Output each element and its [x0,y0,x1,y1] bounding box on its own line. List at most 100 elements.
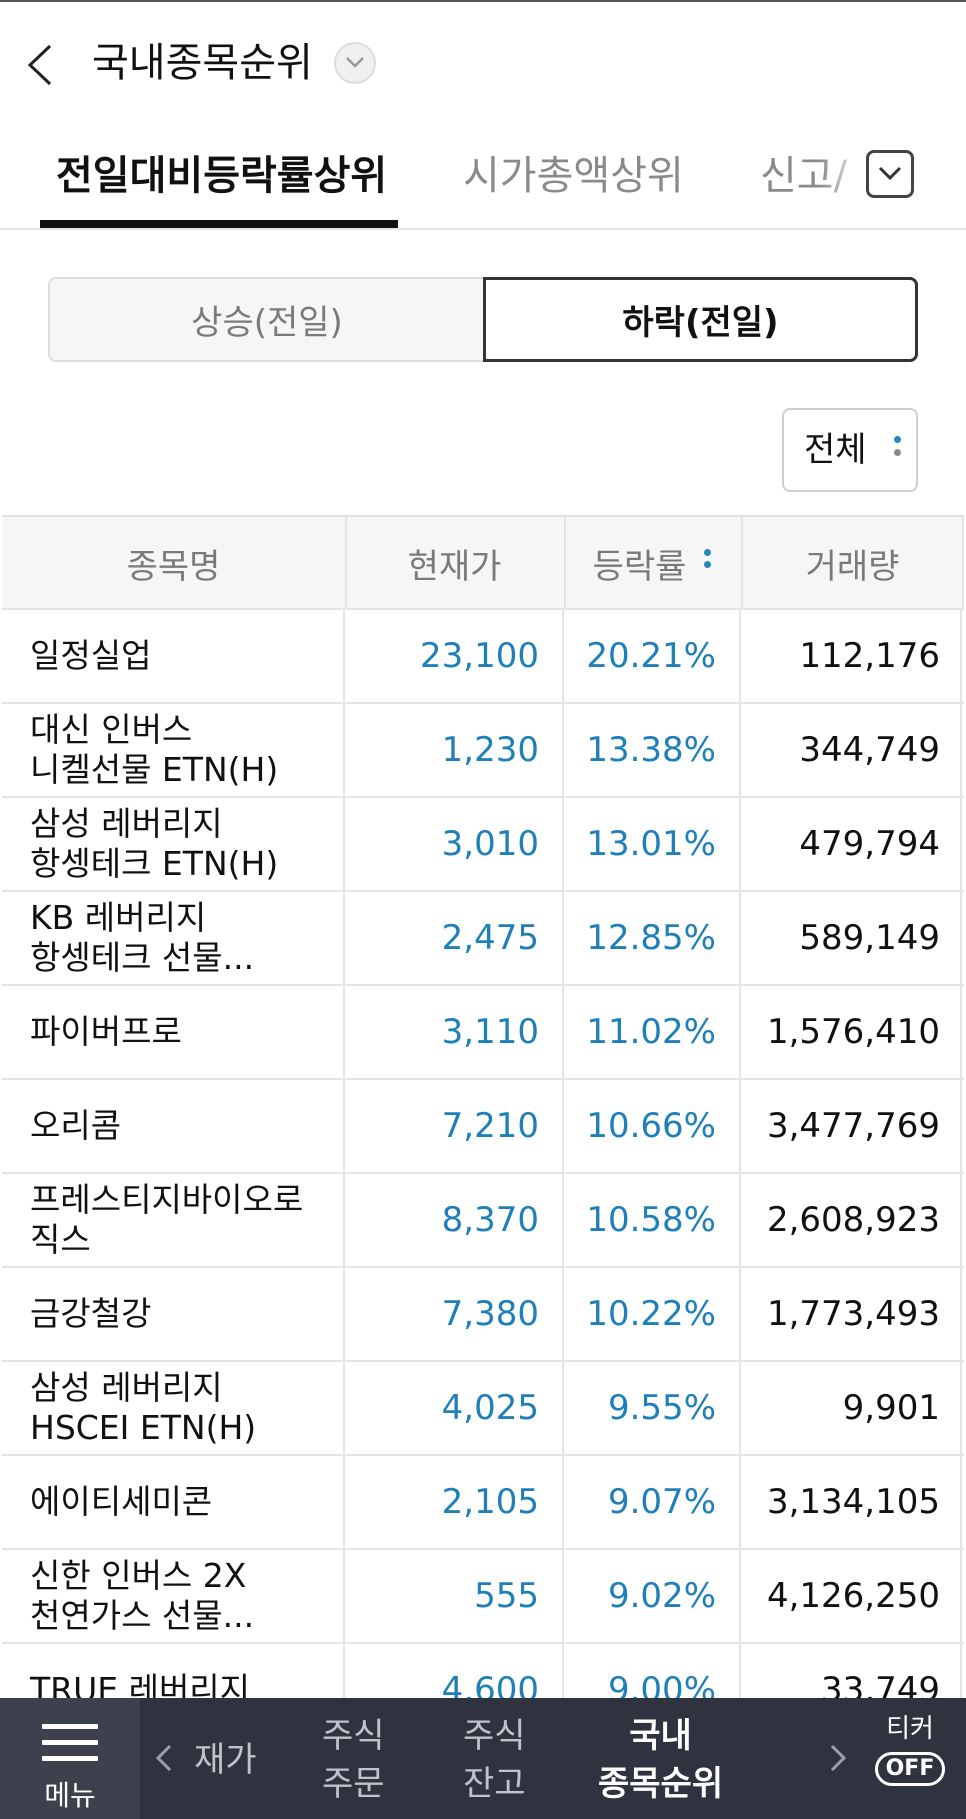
column-divider [343,1080,345,1174]
nav-item-stock-order[interactable]: 주식 주문 [322,1712,385,1808]
table-row[interactable]: 프레스티지바이오로 직스 8,370 10.58% 2,608,923 [2,1174,964,1268]
column-header-name: 종목명 [126,547,221,587]
stock-name-line: 프레스티지바이오로 [30,1180,304,1219]
bottom-nav: 메뉴 재가 주식 주문 주식 잔고 국내 종목순위 티커 OFF [0,1698,966,1819]
trade-volume: 9,901 [842,1388,940,1428]
chevron-right-icon[interactable] [826,1738,850,1778]
stock-name-line: 대신 인버스 [30,710,193,749]
stock-name: 오리콤 [30,1080,340,1172]
table-body: 일정실업 23,100 20.21% 112,176 대신 인버스 니켈선물 ETN(H)… [2,610,964,1738]
current-price: 1,230 [441,730,539,770]
nav-item-label: 국내 [629,1716,692,1756]
tab-market-cap-top[interactable]: 시가총액상위 [463,153,684,199]
trade-volume: 2,608,923 [766,1200,940,1240]
ranking-tabs: 전일대비등락률상위 시가총액상위 신고/ [0,120,966,230]
nav-item-domestic-ranking[interactable]: 국내 종목순위 [598,1712,723,1808]
column-header-volume: 거래량 [805,547,900,587]
change-rate: 9.55% [607,1388,716,1428]
ticker-label: 티커 [886,1714,934,1744]
column-divider [562,1174,564,1268]
table-header: 종목명 현재가 등락률 거래량 [2,515,964,610]
stock-name: 신한 인버스 2X 천연가스 선물... [30,1550,340,1642]
nav-item-price[interactable]: 재가 [194,1736,257,1784]
trade-volume: 3,477,769 [766,1106,940,1146]
table-row[interactable]: 신한 인버스 2X 천연가스 선물... 555 9.02% 4,126,250 [2,1550,964,1644]
column-divider [343,1174,345,1268]
column-divider [562,610,564,704]
stock-name: 삼성 레버리지 HSCEI ETN(H) [30,1362,340,1454]
column-divider [960,1080,962,1174]
rise-button[interactable]: 상승(전일) [48,277,484,362]
header: 국내종목순위 [0,2,966,120]
tab-more-button[interactable] [866,150,914,198]
column-divider [960,892,962,986]
direction-segment: 상승(전일) 하락(전일) [48,277,918,362]
kebab-icon [892,436,902,472]
table-row[interactable]: 삼성 레버리지 HSCEI ETN(H) 4,025 9.55% 9,901 [2,1362,964,1456]
column-divider [562,704,564,798]
market-filter-label: 전체 [804,430,867,470]
stock-name: 파이버프로 [30,986,340,1078]
back-icon[interactable] [22,40,62,90]
trade-volume: 344,749 [799,730,940,770]
market-filter-button[interactable]: 전체 [782,408,918,492]
column-divider [739,1174,741,1268]
nav-item-label: 재가 [194,1740,257,1780]
current-price: 23,100 [420,636,539,676]
stock-name: 프레스티지바이오로 직스 [30,1174,340,1266]
column-divider [739,1268,741,1362]
column-divider [741,517,743,610]
column-divider [562,1080,564,1174]
column-divider [739,892,741,986]
hamburger-icon [42,1724,98,1764]
column-divider [960,1456,962,1550]
stock-name-line: 신한 인버스 2X [30,1556,247,1595]
ticker-toggle[interactable]: 티커 OFF [874,1712,946,1786]
stock-name-line: HSCEI ETN(H) [30,1408,257,1447]
column-divider [343,986,345,1080]
column-divider [962,517,964,610]
ranking-table: 종목명 현재가 등락률 거래량 일정실업 23,100 20.21% 112,176 대… [2,515,964,1738]
stock-name: KB 레버리지 항셍테크 선물... [30,892,340,984]
tab-fade [820,140,866,210]
trade-volume: 4,126,250 [766,1576,940,1616]
fall-button[interactable]: 하락(전일) [483,277,918,362]
column-header-rate-label: 등락률 [592,547,687,587]
menu-button[interactable]: 메뉴 [0,1698,140,1819]
table-row[interactable]: 파이버프로 3,110 11.02% 1,576,410 [2,986,964,1080]
nav-item-label: 주식 [463,1716,526,1756]
table-row[interactable]: 오리콤 7,210 10.66% 3,477,769 [2,1080,964,1174]
trade-volume: 479,794 [799,824,940,864]
nav-item-stock-balance[interactable]: 주식 잔고 [463,1712,526,1808]
column-divider [562,798,564,892]
column-divider [562,1362,564,1456]
column-divider [562,1550,564,1644]
title-dropdown-button[interactable] [334,42,376,84]
change-rate: 11.02% [586,1012,716,1052]
table-row[interactable]: 에이티세미콘 2,105 9.07% 3,134,105 [2,1456,964,1550]
stock-name-line: 일정실업 [30,636,152,675]
column-divider [343,1268,345,1362]
chevron-left-icon[interactable] [152,1738,176,1778]
table-row[interactable]: 삼성 레버리지 항셍테크 ETN(H) 3,010 13.01% 479,794 [2,798,964,892]
column-divider [739,1362,741,1456]
current-price: 3,110 [441,1012,539,1052]
tab-rate-top[interactable]: 전일대비등락률상위 [56,153,388,199]
column-divider [960,986,962,1080]
table-row[interactable]: 대신 인버스 니켈선물 ETN(H) 1,230 13.38% 344,749 [2,704,964,798]
column-divider [564,517,566,610]
table-row[interactable]: 금강철강 7,380 10.22% 1,773,493 [2,1268,964,1362]
stock-name-line: 삼성 레버리지 [30,1368,223,1407]
column-divider [562,1456,564,1550]
table-row[interactable]: 일정실업 23,100 20.21% 112,176 [2,610,964,704]
stock-name-line: 금강철강 [30,1294,152,1333]
stock-name: 대신 인버스 니켈선물 ETN(H) [30,704,340,796]
column-divider [739,1456,741,1550]
current-price: 7,380 [441,1294,539,1334]
table-row[interactable]: KB 레버리지 항셍테크 선물... 2,475 12.85% 589,149 [2,892,964,986]
change-rate: 9.07% [607,1482,716,1522]
nav-item-label: 종목순위 [598,1764,724,1804]
stock-name-line: 항셍테크 ETN(H) [30,844,279,883]
stock-name: 삼성 레버리지 항셍테크 ETN(H) [30,798,340,890]
column-header-rate[interactable]: 등락률 [564,517,741,610]
